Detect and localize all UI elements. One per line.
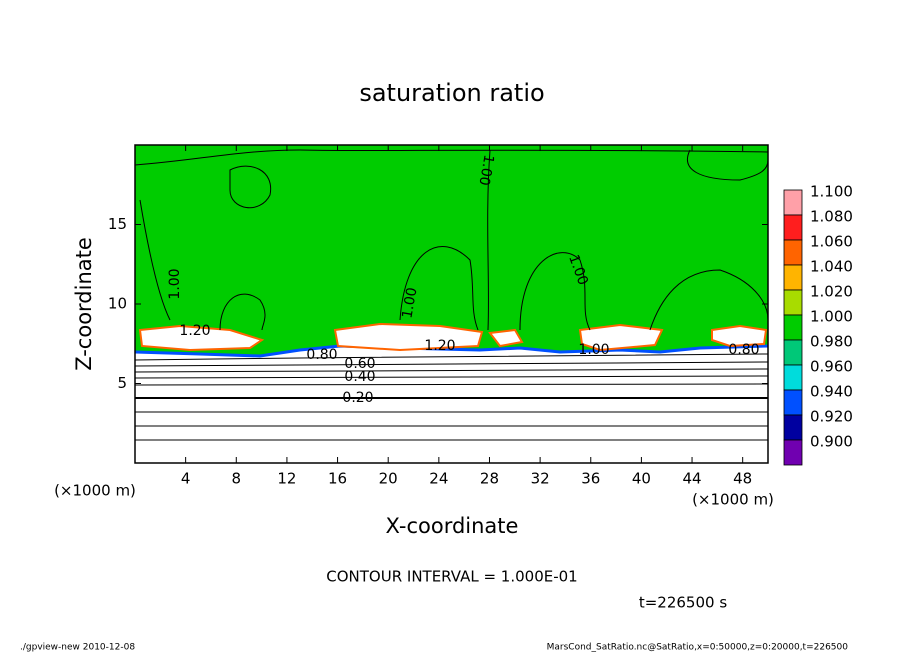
- time-label: t=226500 s: [639, 594, 727, 612]
- colorbar-box: [783, 414, 803, 441]
- contour-label: 1.20: [179, 323, 210, 339]
- colorbar-label: 1.000: [810, 308, 853, 326]
- contour-label: 0.80: [728, 342, 759, 358]
- footer-right: MarsCond_SatRatio.nc@SatRatio,x=0:50000,…: [547, 643, 849, 653]
- band-line: [134, 344, 769, 358]
- field: [134, 145, 769, 463]
- x-unit: (×1000 m): [692, 491, 774, 509]
- x-tick-label: 36: [581, 470, 600, 488]
- colorbar-label: 0.940: [810, 383, 853, 401]
- colorbar-label: 0.960: [810, 358, 853, 376]
- x-axis-label: X-coordinate: [386, 514, 519, 538]
- contour-label: 0.60: [344, 356, 375, 372]
- contour-label: 1.00: [578, 342, 609, 358]
- footer-left: ./gpview-new 2010-12-08: [20, 643, 135, 653]
- colorbar-box: [783, 364, 803, 391]
- contour-interval: CONTOUR INTERVAL = 1.000E-01: [326, 568, 577, 586]
- x-tick-label: 44: [682, 470, 701, 488]
- contour-label: 1.00: [475, 153, 496, 186]
- colorbar-box: [783, 214, 803, 241]
- x-tick-label: 48: [733, 470, 752, 488]
- contour-label: 1.00: [399, 286, 420, 319]
- contour-lines: [134, 149, 769, 441]
- y-unit: (×1000 m): [54, 482, 136, 500]
- colorbar-box: [783, 439, 803, 466]
- colorbar-box: [783, 339, 803, 366]
- x-tick-label: 28: [480, 470, 499, 488]
- colorbar-box: [783, 314, 803, 341]
- x-tick-label: 20: [379, 470, 398, 488]
- contour-label: 0.40: [344, 369, 375, 385]
- x-tick-label: 12: [277, 470, 296, 488]
- contour-label: 1.20: [424, 338, 455, 354]
- colorbar-box: [783, 289, 803, 316]
- x-tick-label: 32: [531, 470, 550, 488]
- chart-title: saturation ratio: [359, 79, 544, 107]
- y-tick-label: 10: [108, 295, 127, 313]
- x-tick-label: 4: [181, 470, 191, 488]
- colorbar-label: 1.040: [810, 258, 853, 276]
- colorbar-label: 1.100: [810, 183, 853, 201]
- colorbar-label: 1.060: [810, 233, 853, 251]
- colorbar-box: [783, 264, 803, 291]
- contour-label: 0.80: [306, 347, 337, 363]
- colorbar-box: [783, 389, 803, 416]
- colorbar-label: 1.020: [810, 283, 853, 301]
- y-tick-label: 15: [108, 215, 127, 233]
- lower-region: [135, 346, 768, 463]
- x-tick-label: 8: [232, 470, 242, 488]
- x-tick-label: 16: [328, 470, 347, 488]
- y-tick-label: 5: [117, 374, 127, 392]
- y-axis-label: Z-coordinate: [72, 237, 96, 371]
- colorbar-box: [783, 189, 803, 216]
- x-tick-label: 24: [429, 470, 448, 488]
- colorbar-label: 0.920: [810, 408, 853, 426]
- colorbar-label: 0.980: [810, 333, 853, 351]
- contour-label: 0.20: [342, 390, 373, 406]
- colorbar-label: 0.900: [810, 433, 853, 451]
- colorbar-label: 1.080: [810, 208, 853, 226]
- cloud-blobs: [138, 322, 768, 352]
- x-tick-label: 40: [632, 470, 651, 488]
- colorbar-box: [783, 239, 803, 266]
- contour-label: 1.00: [167, 268, 183, 299]
